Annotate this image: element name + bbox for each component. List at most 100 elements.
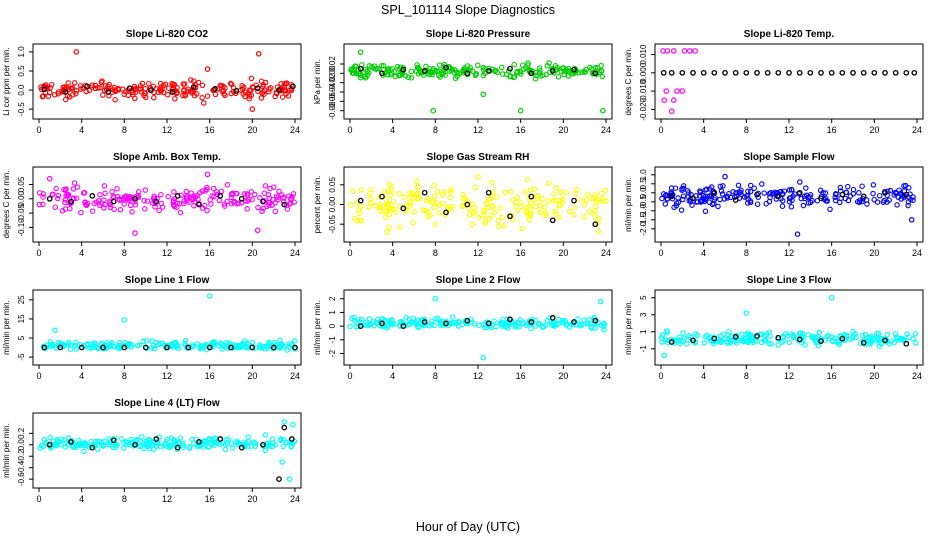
data-point — [887, 187, 894, 194]
mean-point — [270, 344, 277, 351]
data-point — [696, 193, 703, 199]
data-point — [131, 83, 138, 90]
data-point — [101, 183, 108, 189]
data-point — [260, 205, 267, 212]
data-point — [279, 342, 286, 349]
mean-point — [892, 69, 899, 76]
data-point — [519, 225, 526, 232]
data-point — [815, 342, 822, 349]
data-point — [708, 184, 715, 190]
data-point — [183, 188, 190, 195]
data-point — [504, 316, 510, 323]
data-point — [244, 444, 251, 450]
data-point — [70, 186, 77, 192]
data-point — [550, 320, 557, 327]
data-point — [717, 183, 724, 190]
y-axis: -2.0-1.5-1.0-0.50.00.51.0 — [639, 169, 655, 236]
data-point — [551, 191, 557, 197]
mean-point — [190, 84, 197, 90]
data-point — [55, 91, 61, 97]
data-point — [718, 338, 725, 344]
data-point — [884, 199, 890, 205]
data-point — [536, 65, 543, 71]
data-point — [850, 186, 857, 193]
data-point — [891, 339, 897, 346]
mean-point — [743, 69, 750, 76]
data-point — [96, 198, 102, 204]
data-point — [350, 188, 356, 194]
y-tick-label: 0 — [328, 323, 337, 328]
mean-point — [732, 69, 739, 76]
data-point — [139, 80, 146, 87]
data-point — [140, 441, 146, 447]
data-point — [228, 440, 235, 446]
data-point — [230, 344, 236, 351]
data-point — [244, 206, 250, 212]
mean-point — [260, 198, 266, 205]
x-tick-label: 0 — [658, 371, 663, 381]
data-point — [385, 68, 392, 75]
panel-9: Slope Line 3 Flow ml/min per min. 0 4 8 12 16 2… — [624, 275, 924, 381]
data-point — [786, 198, 793, 205]
mean-point — [153, 436, 160, 442]
data-point — [747, 182, 754, 189]
mean-point — [528, 70, 535, 77]
mean-point — [911, 69, 918, 76]
x-tick-label: 16 — [205, 371, 215, 381]
data-point — [65, 80, 71, 86]
panel-frame — [343, 166, 613, 243]
data-point — [189, 195, 195, 201]
data-point — [204, 93, 211, 99]
data-point — [177, 209, 184, 216]
data-point — [735, 182, 742, 189]
mean-point — [711, 69, 718, 76]
data-point — [112, 87, 118, 94]
data-point — [831, 335, 838, 341]
data-point — [70, 91, 76, 98]
data-point — [386, 65, 392, 72]
data-point — [63, 193, 69, 199]
data-point — [50, 438, 57, 444]
data-point — [211, 340, 218, 347]
data-point — [78, 209, 84, 216]
data-point — [489, 193, 495, 199]
mean-point — [132, 195, 138, 202]
data-point — [186, 199, 192, 205]
data-point — [71, 180, 78, 186]
data-point — [38, 86, 45, 93]
data-point — [415, 190, 421, 196]
data-point — [595, 228, 602, 235]
panel-title: Slope Gas Stream RH — [427, 152, 530, 163]
data-point — [88, 438, 94, 445]
data-point — [852, 331, 858, 337]
data-point — [53, 185, 59, 192]
data-point — [252, 441, 259, 447]
data-point — [142, 85, 149, 92]
data-point — [117, 207, 124, 213]
data-point — [244, 198, 250, 204]
mean-point — [711, 189, 718, 196]
data-point — [73, 195, 80, 201]
data-point — [55, 195, 61, 202]
mean-point — [196, 201, 202, 208]
data-point — [396, 322, 403, 329]
data-point — [853, 334, 859, 340]
data-point — [180, 92, 186, 99]
data-point — [435, 72, 442, 79]
data-point — [715, 203, 721, 210]
mean-point — [41, 344, 48, 351]
data-point — [394, 63, 401, 70]
x-tick-label: 4 — [390, 371, 395, 381]
data-point — [388, 183, 395, 190]
data-point — [94, 446, 101, 453]
data-point — [843, 189, 850, 196]
mean-point — [571, 319, 577, 325]
data-point — [675, 337, 681, 344]
data-point — [895, 194, 902, 201]
y-tick-label: 2 — [328, 296, 337, 301]
data-point — [579, 321, 585, 328]
outlier-point — [249, 106, 256, 113]
data-point — [185, 86, 192, 92]
data-point — [446, 68, 453, 74]
mean-point — [290, 83, 296, 90]
